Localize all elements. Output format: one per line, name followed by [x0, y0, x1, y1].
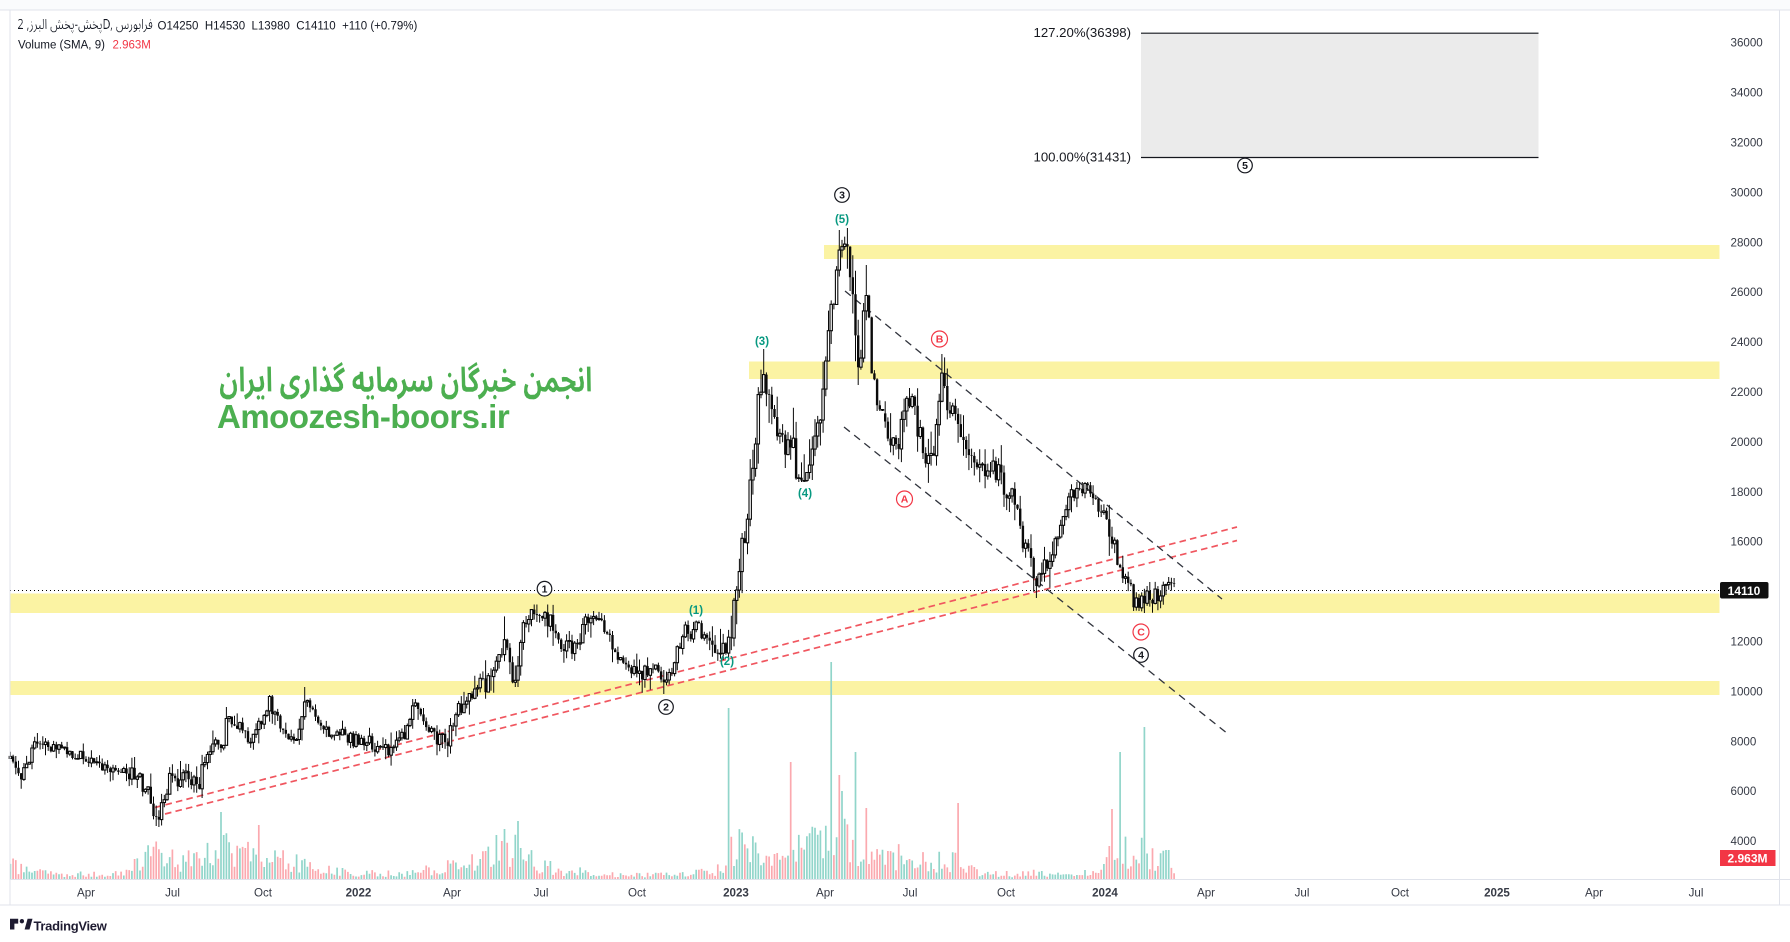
svg-text:Apr: Apr: [816, 886, 834, 899]
svg-text:24000: 24000: [1731, 336, 1763, 349]
svg-text:10000: 10000: [1731, 685, 1763, 698]
svg-text:TradingView: TradingView: [34, 919, 108, 934]
svg-text:14110: 14110: [1728, 584, 1761, 598]
svg-text:8000: 8000: [1731, 735, 1757, 748]
svg-text:26000: 26000: [1731, 286, 1763, 299]
svg-text:1: 1: [542, 583, 548, 595]
svg-text:Apr: Apr: [443, 886, 461, 899]
svg-text:5: 5: [1242, 160, 1248, 172]
svg-text:3: 3: [839, 190, 845, 202]
svg-text:100.00%(31431): 100.00%(31431): [1033, 150, 1131, 165]
svg-text:2024: 2024: [1092, 886, 1118, 899]
svg-text:4000: 4000: [1731, 835, 1757, 848]
svg-text:Oct: Oct: [997, 886, 1016, 899]
svg-text:Jul: Jul: [903, 886, 918, 899]
svg-text:28000: 28000: [1731, 236, 1763, 249]
svg-text:32000: 32000: [1731, 137, 1763, 150]
svg-text:(4): (4): [798, 488, 812, 500]
svg-text:(1): (1): [689, 605, 703, 617]
svg-text:Oct: Oct: [628, 886, 647, 899]
svg-text:(3): (3): [755, 336, 769, 348]
svg-text:127.20%(36398): 127.20%(36398): [1033, 25, 1131, 40]
svg-text:22000: 22000: [1731, 386, 1763, 399]
svg-text:Apr: Apr: [1197, 886, 1215, 899]
svg-text:30000: 30000: [1731, 186, 1763, 199]
svg-text:2.963M: 2.963M: [1727, 852, 1767, 866]
svg-text:(2): (2): [720, 656, 734, 668]
svg-text:12000: 12000: [1731, 636, 1763, 649]
svg-text:Oct: Oct: [1391, 886, 1410, 899]
svg-text:2023: 2023: [723, 886, 749, 899]
svg-text:Jul: Jul: [1295, 886, 1310, 899]
svg-text:Jul: Jul: [1689, 886, 1704, 899]
svg-text:A: A: [901, 494, 909, 506]
svg-text:O14250 H14530 L13980 C14110: O14250 H14530 L13980 C14110 +110 (+0.79%…: [158, 21, 418, 33]
svg-text:36000: 36000: [1731, 37, 1763, 50]
svg-text:20000: 20000: [1731, 436, 1763, 449]
svg-text:2025: 2025: [1484, 886, 1510, 899]
svg-text:Amoozesh-boors.ir: Amoozesh-boors.ir: [217, 398, 510, 435]
svg-text:2022: 2022: [346, 886, 372, 899]
svg-text:6000: 6000: [1731, 785, 1757, 798]
svg-text:4: 4: [1138, 650, 1144, 662]
svg-text:Apr: Apr: [77, 886, 95, 899]
svg-text:Jul: Jul: [165, 886, 180, 899]
svg-text:Jul: Jul: [534, 886, 549, 899]
svg-text:34000: 34000: [1731, 87, 1763, 100]
svg-text:2.963M: 2.963M: [113, 40, 151, 52]
svg-text:C: C: [1137, 627, 1145, 639]
svg-text:Apr: Apr: [1585, 886, 1603, 899]
svg-text:18000: 18000: [1731, 486, 1763, 499]
svg-text:(5): (5): [835, 214, 849, 226]
svg-text:B: B: [936, 334, 944, 346]
svg-text:16000: 16000: [1731, 536, 1763, 549]
svg-text:2: 2: [663, 702, 669, 714]
svg-text:Volume (SMA, 9): Volume (SMA, 9): [18, 40, 105, 52]
svg-text:Oct: Oct: [254, 886, 273, 899]
